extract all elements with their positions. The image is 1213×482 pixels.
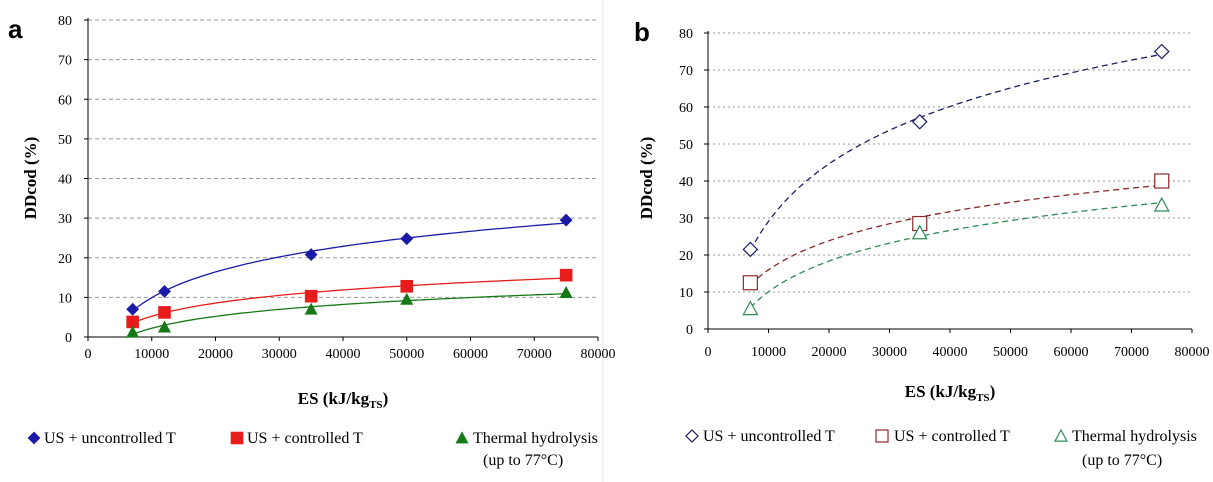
y-tick-label: 70 [679, 64, 693, 79]
data-point-series-3 [126, 325, 140, 338]
legend-marker-2 [875, 429, 889, 443]
y-tick-label: 80 [679, 27, 693, 42]
x-tick-label: 30000 [872, 345, 907, 360]
legend-marker-2 [230, 431, 244, 445]
data-point-series-3 [400, 292, 414, 305]
legend-marker-1 [27, 431, 41, 445]
legend-label-3: Thermal hydrolysis [1072, 428, 1197, 445]
data-point-series-3 [742, 300, 759, 316]
legend-label-3-line2: (up to 77°C) [1082, 452, 1162, 469]
y-tick-label: 20 [679, 249, 693, 264]
legend-label-1: US + uncontrolled T [44, 430, 176, 447]
data-point-series-1 [742, 241, 759, 258]
y-tick-label: 50 [58, 133, 72, 148]
y-tick-label: 40 [679, 175, 693, 190]
legend-marker-1 [685, 429, 699, 443]
trendline-series-2 [749, 184, 1162, 286]
x-tick-label: 50000 [993, 345, 1028, 360]
data-point-series-3 [1153, 196, 1170, 212]
x-tick-label: 0 [85, 347, 92, 362]
data-point-series-2 [559, 268, 573, 282]
x-axis-label: ES (kJ/kgTS) [298, 389, 388, 411]
x-tick-label: 20000 [198, 347, 233, 362]
y-axis-label: DDcod (%) [21, 137, 40, 220]
x-tick-label: 40000 [326, 347, 361, 362]
y-tick-label: 60 [679, 101, 693, 116]
y-tick-label: 70 [58, 54, 72, 69]
y-tick-label: 10 [58, 291, 72, 306]
panel-letter: a [8, 14, 23, 44]
data-point-series-1 [911, 113, 928, 130]
x-tick-label: 30000 [262, 347, 297, 362]
data-point-series-3 [559, 285, 573, 299]
data-point-series-1 [158, 285, 171, 298]
x-tick-label: 60000 [453, 347, 488, 362]
data-point-series-1 [304, 248, 318, 262]
y-tick-label: 30 [679, 212, 693, 227]
legend-label-3-line2: (up to 77°C) [483, 452, 563, 469]
x-tick-label: 10000 [751, 345, 786, 360]
y-tick-label: 0 [686, 323, 693, 338]
data-point-series-2 [158, 306, 171, 319]
x-tick-label: 10000 [134, 347, 169, 362]
data-point-series-1 [1153, 43, 1170, 60]
y-tick-label: 50 [679, 138, 693, 153]
trendline-series-3 [749, 201, 1162, 308]
chart-panel-b: b 0 10 20 30 40 50 60 70 80 0 10000 20000 30000 40000 5… [634, 17, 1210, 469]
data-point-series-3 [304, 302, 318, 315]
chart-panel-a: a 0 10 20 30 40 50 60 70 80 0 10000 20000 30000 40000 5… [8, 14, 616, 469]
panel-letter: b [634, 17, 650, 47]
data-point-series-2 [304, 289, 318, 303]
data-point-series-1 [559, 213, 573, 227]
x-tick-label: 40000 [933, 345, 968, 360]
y-tick-label: 60 [58, 93, 72, 108]
x-tick-label: 80000 [581, 347, 616, 362]
legend-marker-3 [1053, 428, 1069, 442]
data-point-series-3 [911, 224, 928, 240]
legend-label-2: US + controlled T [247, 430, 363, 447]
trendline-series-3 [132, 293, 567, 336]
trendline-series-1 [749, 53, 1162, 252]
y-tick-label: 10 [679, 286, 693, 301]
x-tick-label: 0 [705, 345, 712, 360]
trendline-series-1 [132, 222, 567, 312]
data-point-series-3 [157, 320, 172, 333]
data-point-series-2 [1154, 173, 1170, 189]
data-point-series-1 [400, 232, 414, 246]
x-tick-label: 70000 [517, 347, 552, 362]
y-tick-label: 40 [58, 173, 72, 188]
legend-label-2: US + controlled T [894, 428, 1010, 445]
data-point-series-1 [126, 302, 140, 316]
x-tick-label: 70000 [1114, 345, 1149, 360]
y-tick-label: 0 [65, 331, 72, 346]
x-tick-label: 50000 [389, 347, 424, 362]
y-tick-label: 30 [58, 212, 72, 227]
y-tick-label: 80 [58, 14, 72, 29]
legend-label-3: Thermal hydrolysis [473, 430, 598, 447]
x-tick-label: 60000 [1054, 345, 1089, 360]
data-point-series-2 [400, 279, 414, 293]
y-axis-label: DDcod (%) [637, 137, 656, 220]
legend-label-1: US + uncontrolled T [703, 428, 835, 445]
x-tick-label: 80000 [1175, 345, 1210, 360]
trendline-series-2 [132, 277, 567, 324]
legend-marker-3 [455, 431, 469, 444]
x-axis-label: ES (kJ/kgTS) [905, 382, 995, 404]
x-tick-label: 20000 [812, 345, 847, 360]
data-point-series-2 [742, 275, 758, 291]
y-tick-label: 20 [58, 252, 72, 267]
